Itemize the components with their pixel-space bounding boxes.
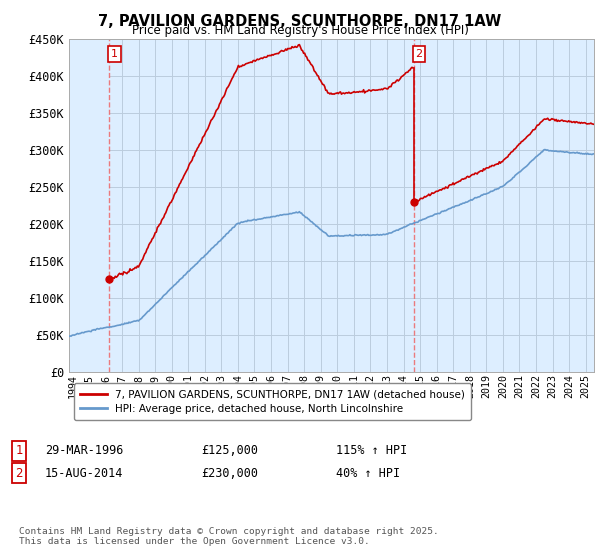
Text: 7, PAVILION GARDENS, SCUNTHORPE, DN17 1AW: 7, PAVILION GARDENS, SCUNTHORPE, DN17 1A… [98, 14, 502, 29]
Text: 1: 1 [16, 444, 23, 458]
Text: £125,000: £125,000 [201, 444, 258, 458]
Text: Price paid vs. HM Land Registry's House Price Index (HPI): Price paid vs. HM Land Registry's House … [131, 24, 469, 37]
Text: 2: 2 [16, 466, 23, 480]
Legend: 7, PAVILION GARDENS, SCUNTHORPE, DN17 1AW (detached house), HPI: Average price, : 7, PAVILION GARDENS, SCUNTHORPE, DN17 1A… [74, 384, 471, 420]
Text: 40% ↑ HPI: 40% ↑ HPI [336, 466, 400, 480]
Text: 29-MAR-1996: 29-MAR-1996 [45, 444, 124, 458]
Text: 1: 1 [111, 49, 118, 59]
Text: 2: 2 [415, 49, 422, 59]
Text: £230,000: £230,000 [201, 466, 258, 480]
Text: 15-AUG-2014: 15-AUG-2014 [45, 466, 124, 480]
Text: Contains HM Land Registry data © Crown copyright and database right 2025.
This d: Contains HM Land Registry data © Crown c… [19, 526, 439, 546]
Text: 115% ↑ HPI: 115% ↑ HPI [336, 444, 407, 458]
Bar [69, 39, 109, 372]
